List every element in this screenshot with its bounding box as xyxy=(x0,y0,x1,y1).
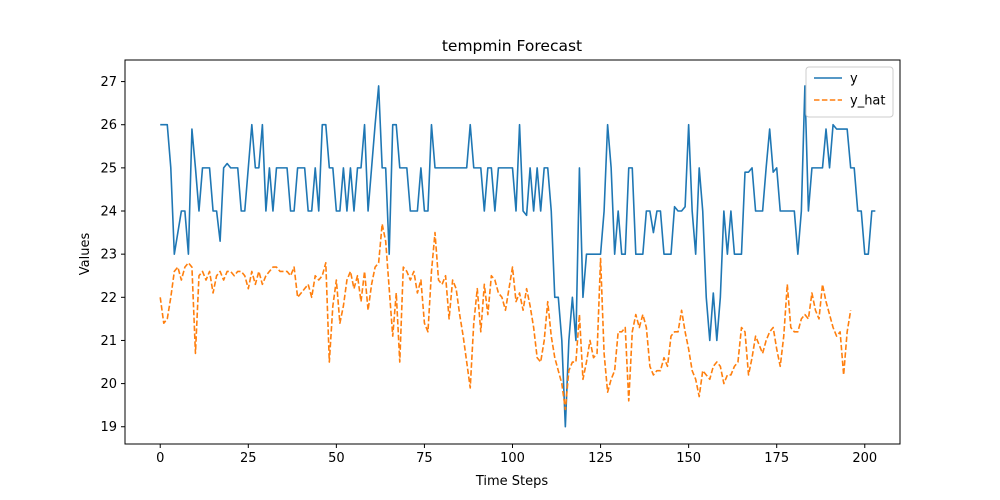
x-tick-label: 25 xyxy=(240,451,257,466)
y-axis-label: Values xyxy=(78,233,93,276)
x-axis-label: Time Steps xyxy=(475,474,549,489)
series-line-y-hat xyxy=(159,223,852,411)
legend-label: y_hat xyxy=(850,94,886,109)
y-tick-label: 26 xyxy=(100,118,117,133)
axes: 0 25 50 75 100 125 150 175 200 19 20 21 22 23 24 25 26 27 xyxy=(100,59,901,466)
x-tick-label: 125 xyxy=(588,451,613,466)
series-line-y xyxy=(160,85,876,428)
y-tick-label: 23 xyxy=(100,248,117,263)
chart-title: tempmin Forecast xyxy=(442,37,582,55)
x-tick-label: 150 xyxy=(676,451,701,466)
x-tick-label: 200 xyxy=(852,451,877,466)
series-lines xyxy=(159,85,876,428)
y-tick-label: 19 xyxy=(100,420,117,435)
y-tick-label: 25 xyxy=(100,161,117,176)
legend: y y_hat xyxy=(805,66,894,118)
y-tick-label: 21 xyxy=(100,334,117,349)
y-tick-label: 24 xyxy=(100,205,117,220)
y-tick-label: 27 xyxy=(100,75,117,90)
x-tick-label: 50 xyxy=(328,451,345,466)
y-tick-label: 20 xyxy=(100,377,117,392)
legend-box xyxy=(805,66,894,118)
x-tick-label: 100 xyxy=(500,451,525,466)
x-tick-label: 0 xyxy=(156,451,164,466)
y-tick-label: 22 xyxy=(100,291,117,306)
x-tick-label: 175 xyxy=(764,451,789,466)
legend-label: y xyxy=(850,72,858,87)
x-tick-label: 75 xyxy=(416,451,433,466)
